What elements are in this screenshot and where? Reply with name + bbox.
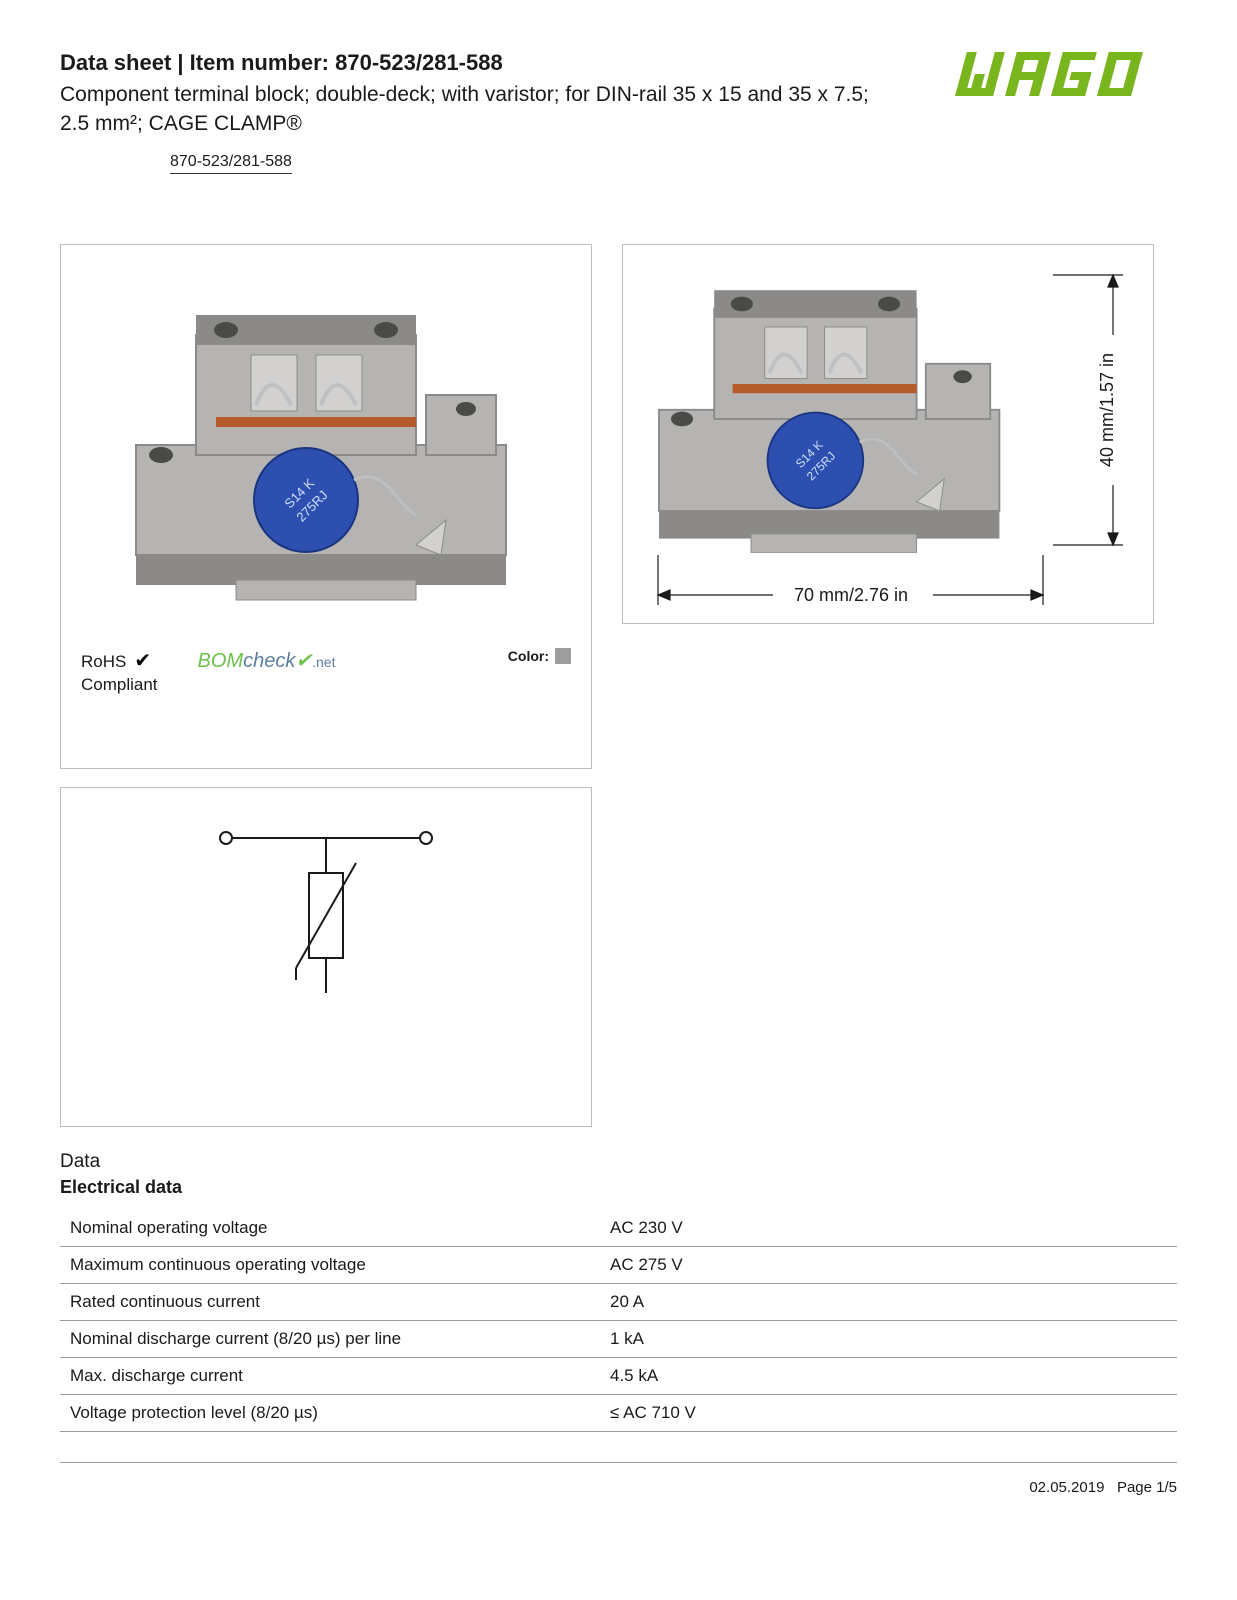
item-link[interactable]: 870-523/281-588 [170, 153, 292, 174]
spec-value: AC 275 V [600, 1246, 1177, 1283]
dimension-image-panel: S14 K 275RJ 70 mm/2.76 in [622, 244, 1154, 624]
spec-value: 1 kA [600, 1320, 1177, 1357]
color-swatch [555, 648, 571, 664]
schematic-panel [60, 787, 592, 1127]
spec-value: 4.5 kA [600, 1357, 1177, 1394]
data-subheading: Electrical data [60, 1177, 1177, 1198]
title-prefix: Data sheet | Item number: [60, 50, 335, 75]
subtitle: Component terminal block; double-deck; w… [60, 80, 880, 139]
footer-rule [60, 1462, 1177, 1463]
spec-label: Voltage protection level (8/20 µs) [60, 1394, 600, 1431]
rohs-text: RoHS [81, 652, 126, 671]
data-heading: Data [60, 1151, 1177, 1173]
electrical-data-table: Nominal operating voltageAC 230 VMaximum… [60, 1210, 1177, 1432]
dimension-render: S14 K 275RJ 70 mm/2.76 in [623, 245, 1153, 623]
product-render: S14 K 275RJ [61, 245, 591, 625]
images-row: S14 K 275RJ RoHS ✔ Compliant BOMcheck✔.ne… [60, 244, 1177, 769]
spec-value: AC 230 V [600, 1210, 1177, 1247]
header-text-block: Data sheet | Item number: 870-523/281-58… [60, 50, 880, 174]
table-row: Max. discharge current4.5 kA [60, 1357, 1177, 1394]
spec-label: Max. discharge current [60, 1357, 600, 1394]
footer-date: 02.05.2019 [1029, 1479, 1104, 1496]
spec-label: Rated continuous current [60, 1283, 600, 1320]
check-icon: ✔ [134, 650, 151, 672]
bomcheck-suffix: .net [312, 654, 335, 670]
title-line: Data sheet | Item number: 870-523/281-58… [60, 50, 880, 76]
spec-value: ≤ AC 710 V [600, 1394, 1177, 1431]
title-item-number: 870-523/281-588 [335, 50, 503, 75]
page-footer: 02.05.2019 Page 1/5 [60, 1479, 1177, 1496]
table-row: Nominal discharge current (8/20 µs) per … [60, 1320, 1177, 1357]
varistor-schematic-icon [196, 818, 456, 1018]
footer-page: Page 1/5 [1117, 1479, 1177, 1496]
table-row: Rated continuous current20 A [60, 1283, 1177, 1320]
color-indicator: Color: [508, 648, 571, 664]
table-row: Voltage protection level (8/20 µs)≤ AC 7… [60, 1394, 1177, 1431]
spec-label: Nominal operating voltage [60, 1210, 600, 1247]
page-header: Data sheet | Item number: 870-523/281-58… [60, 50, 1177, 174]
dim-width-text: 70 mm/2.76 in [794, 585, 908, 605]
rohs-compliant-label: RoHS ✔ Compliant [81, 648, 158, 696]
dim-height-text: 40 mm/1.57 in [1097, 353, 1117, 467]
bomcheck-main: BOMcheck✔ [198, 650, 313, 672]
spec-label: Nominal discharge current (8/20 µs) per … [60, 1320, 600, 1357]
wago-logo [947, 44, 1177, 109]
bomcheck-logo: BOMcheck✔.net [198, 648, 336, 673]
product-image-panel: S14 K 275RJ RoHS ✔ Compliant BOMcheck✔.ne… [60, 244, 592, 769]
compliance-strip: RoHS ✔ Compliant BOMcheck✔.net Color: [61, 628, 591, 768]
color-label-text: Color: [508, 648, 549, 664]
table-row: Maximum continuous operating voltageAC 2… [60, 1246, 1177, 1283]
specs-tbody: Nominal operating voltageAC 230 VMaximum… [60, 1210, 1177, 1432]
compliant-text: Compliant [81, 675, 158, 694]
table-row: Nominal operating voltageAC 230 V [60, 1210, 1177, 1247]
spec-value: 20 A [600, 1283, 1177, 1320]
spec-label: Maximum continuous operating voltage [60, 1246, 600, 1283]
